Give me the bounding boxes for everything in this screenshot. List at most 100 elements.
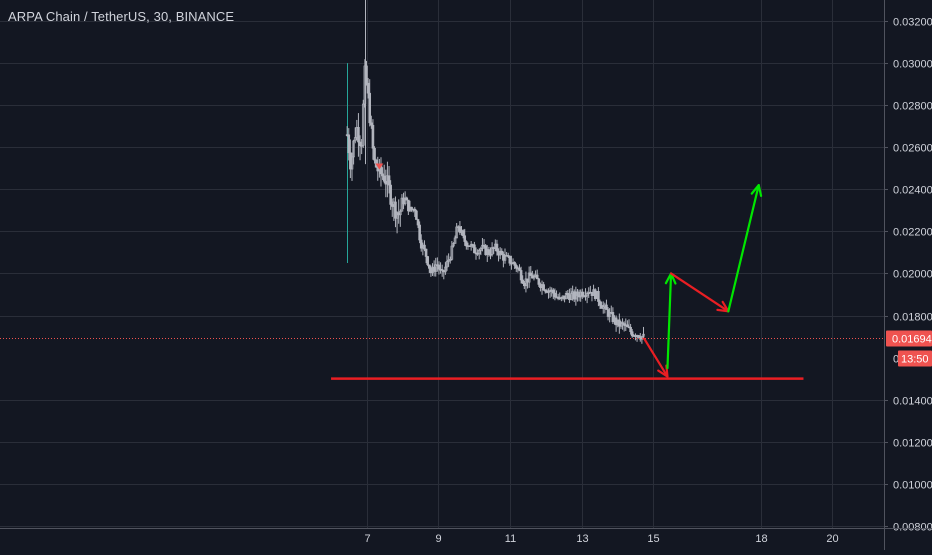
candle-body — [382, 175, 386, 182]
candle-body — [497, 250, 500, 256]
candle-body — [444, 266, 447, 273]
candle-body — [577, 295, 581, 298]
candle-body — [487, 249, 491, 255]
drawings — [0, 163, 884, 380]
candle-body — [492, 247, 496, 249]
candle-body — [384, 180, 388, 185]
candle-body — [442, 270, 446, 273]
candle-body — [568, 294, 571, 301]
candle-body — [495, 243, 499, 252]
candles — [345, 0, 645, 344]
candle-body — [508, 255, 512, 264]
countdown-label: 13:50 — [901, 354, 929, 366]
candle-body — [537, 278, 541, 285]
candle-body — [526, 278, 529, 283]
candle-body — [560, 297, 563, 299]
projection-arrow-down — [669, 272, 730, 313]
candle-body — [626, 324, 629, 328]
candle-body — [402, 197, 405, 205]
x-tick-label: 13 — [576, 533, 588, 545]
x-tick-label: 7 — [364, 533, 370, 545]
candle-body — [642, 333, 645, 337]
candle-body — [458, 226, 462, 233]
x-tick-label: 15 — [647, 533, 659, 545]
candle-body — [542, 284, 545, 291]
candle-body — [532, 276, 536, 279]
candle-body — [387, 175, 391, 186]
current-price-badge — [886, 330, 932, 347]
candle-body — [601, 306, 605, 309]
candle-body — [407, 199, 410, 212]
candle-body — [455, 226, 458, 239]
candle-body — [535, 274, 539, 280]
candle-body — [629, 326, 632, 333]
candle-body — [403, 197, 407, 205]
candle-body — [622, 323, 626, 326]
candle-body — [543, 289, 547, 292]
candle-body — [539, 284, 542, 288]
y-tick-label: 0.03200 — [893, 17, 932, 29]
x-tick-label: 9 — [435, 533, 441, 545]
candle-body — [590, 291, 594, 296]
candle-body — [368, 92, 372, 124]
candle-body — [473, 244, 476, 254]
candle-body — [593, 289, 597, 299]
candle-body — [427, 264, 431, 269]
candle-body — [418, 224, 421, 241]
candle-body — [366, 82, 370, 94]
projection-arrow-up — [727, 184, 760, 313]
candle-body — [353, 137, 357, 142]
y-tick-label: 0.03000 — [893, 59, 932, 71]
x-tick-label: 20 — [826, 533, 838, 545]
candle-body — [363, 65, 367, 105]
candle-body — [371, 124, 375, 149]
candle-body — [450, 245, 454, 260]
y-tick-label: 0.02400 — [893, 185, 932, 197]
candle-body — [479, 248, 483, 251]
candle-body — [640, 335, 644, 340]
candle-body — [619, 322, 623, 327]
candle-body — [415, 210, 418, 220]
y-tick-label: 0.01000 — [893, 480, 932, 492]
x-tick-label: 18 — [755, 533, 767, 545]
candle-body — [448, 259, 452, 261]
candle-body — [611, 312, 615, 323]
candle-body — [410, 206, 413, 211]
candle-body — [463, 235, 467, 242]
candle-body — [395, 212, 399, 219]
candle-body — [381, 173, 384, 177]
candle-body — [349, 152, 352, 170]
candle-body — [630, 331, 634, 337]
candle-body — [370, 122, 373, 126]
candle-body — [453, 237, 457, 244]
candle-body — [637, 335, 640, 338]
candle-body — [350, 156, 354, 170]
candle-body — [394, 201, 397, 219]
y-tick-label: 0.02000 — [893, 269, 932, 281]
candle-body — [361, 103, 365, 146]
candle-body — [365, 65, 368, 84]
candle-body — [390, 204, 394, 207]
candle-body — [634, 335, 637, 337]
candle-body — [423, 244, 426, 250]
candle-body — [477, 250, 481, 255]
candle-body — [405, 197, 409, 201]
candle-body — [566, 293, 570, 295]
candle-body — [357, 127, 360, 143]
candle-body — [413, 208, 417, 212]
candle-body — [545, 290, 549, 293]
candle-body — [360, 145, 363, 147]
candle-body — [513, 262, 516, 266]
candle-body — [434, 264, 438, 272]
candle-body — [358, 141, 362, 147]
candle-body — [437, 264, 441, 270]
candle-body — [503, 255, 507, 261]
y-tick-label: 0.01200 — [893, 438, 932, 450]
candle-body — [608, 312, 611, 317]
candle-body — [376, 166, 380, 172]
candle-body — [614, 317, 618, 326]
